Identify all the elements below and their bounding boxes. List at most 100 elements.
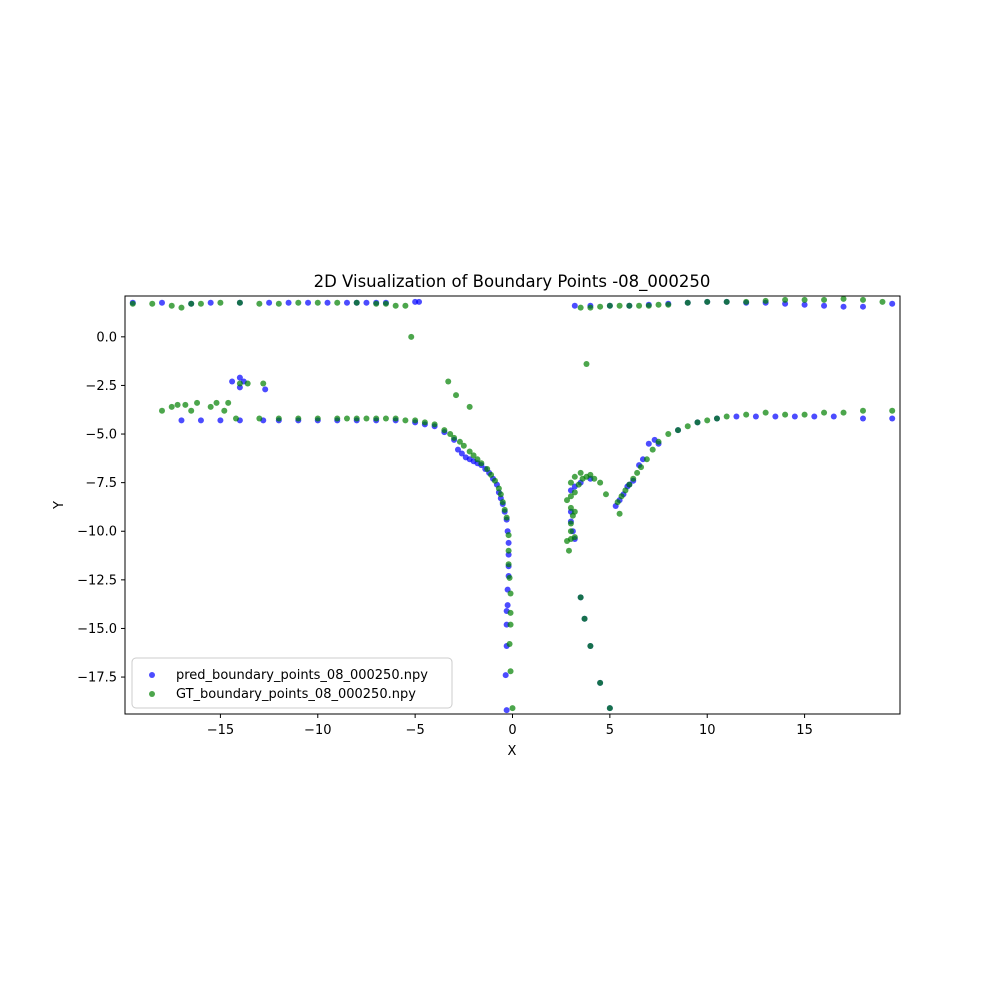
- gt-point-36: [314, 415, 321, 422]
- gt-point-20: [244, 380, 251, 387]
- y-tick-label: −5.0: [85, 428, 117, 443]
- gt-point-1: [149, 300, 156, 307]
- gt-point-7: [236, 299, 243, 306]
- pred-point-78: [801, 301, 808, 308]
- gt-point-99: [583, 361, 590, 368]
- pred-point-7: [305, 299, 312, 306]
- gt-point-130: [649, 446, 656, 453]
- gt-point-101: [571, 489, 578, 496]
- gt-point-37: [334, 415, 341, 422]
- gt-point-84: [636, 302, 643, 309]
- gt-point-13: [353, 299, 360, 306]
- gt-point-127: [634, 469, 641, 476]
- gt-point-148: [577, 594, 584, 601]
- gt-point-69: [507, 590, 514, 597]
- x-tick-label: 5: [606, 723, 614, 738]
- pred-point-81: [860, 303, 866, 310]
- gt-point-128: [638, 464, 645, 471]
- gt-point-33: [256, 415, 263, 422]
- pred-point-82: [889, 300, 896, 307]
- pred-point-11: [363, 299, 370, 306]
- gt-point-96: [840, 296, 847, 302]
- gt-point-150: [587, 642, 594, 649]
- pred-point-22: [197, 417, 204, 424]
- x-tick-label: −5: [406, 723, 425, 738]
- gt-point-144: [821, 409, 828, 416]
- legend: pred_boundary_points_08_000250.npy GT_bo…: [131, 657, 453, 709]
- pred-point-80: [840, 303, 847, 310]
- gt-point-151: [597, 679, 604, 686]
- gt-point-42: [382, 415, 389, 422]
- pred-point-79: [821, 302, 828, 309]
- gt-point-70: [507, 609, 514, 616]
- gt-point-35: [295, 415, 302, 422]
- gt-point-114: [571, 508, 578, 515]
- gt-point-67: [505, 561, 512, 568]
- pred-point-65: [503, 707, 510, 714]
- gt-point-47: [431, 421, 438, 428]
- gt-point-129: [643, 456, 650, 463]
- gt-point-138: [713, 415, 720, 422]
- pred-point-64: [502, 672, 509, 679]
- pred-point-23: [217, 417, 224, 424]
- gt-point-118: [571, 534, 578, 541]
- gt-point-56: [478, 460, 485, 467]
- gt-point-94: [801, 296, 808, 303]
- x-axis-ticks: −15 −10 −5 0 5 10 15: [207, 714, 813, 738]
- pred-point-107: [772, 413, 779, 420]
- y-tick-label: −10.0: [77, 525, 117, 540]
- y-tick-label: −17.5: [77, 671, 117, 686]
- gt-point-107: [567, 479, 574, 486]
- gt-point-81: [606, 302, 613, 309]
- gt-point-75: [445, 378, 452, 385]
- gt-point-31: [225, 399, 232, 406]
- gt-point-16: [392, 302, 399, 309]
- gt-point-17: [402, 302, 409, 309]
- gt-point-152: [606, 705, 613, 712]
- gt-point-134: [675, 427, 682, 434]
- pred-point-21: [178, 417, 185, 424]
- pred-point-17: [236, 374, 243, 381]
- gt-point-9: [275, 300, 282, 307]
- gt-point-133: [665, 431, 672, 438]
- gt-point-68: [506, 574, 513, 581]
- y-tick-label: −7.5: [85, 476, 117, 491]
- gt-point-26: [188, 407, 195, 414]
- gt-point-88: [684, 299, 691, 306]
- gt-point-140: [743, 411, 750, 418]
- gt-point-93: [782, 296, 789, 303]
- gt-point-10: [295, 299, 302, 306]
- gt-point-145: [840, 409, 847, 416]
- gt-point-100: [567, 493, 574, 500]
- gt-point-66: [505, 547, 512, 554]
- y-axis-ticks: 0.0 −2.5 −5.0 −7.5 −10.0 −12.5 −15.0 −17.5: [77, 330, 125, 686]
- gt-point-8: [256, 300, 263, 307]
- gt-point-106: [591, 475, 598, 482]
- pred-point-39: [458, 450, 465, 457]
- gt-point-43: [392, 415, 399, 422]
- gt-point-78: [577, 304, 584, 311]
- gt-point-0: [129, 300, 136, 307]
- gt-point-89: [704, 298, 711, 305]
- gt-point-125: [626, 481, 633, 488]
- gt-point-98: [879, 298, 886, 305]
- chart-title: 2D Visualization of Boundary Points -08_…: [314, 272, 711, 292]
- pred-point-38: [454, 446, 461, 453]
- gt-point-141: [762, 409, 769, 416]
- gt-point-21: [260, 380, 267, 387]
- gt-point-71: [507, 621, 514, 628]
- gt-point-45: [412, 417, 419, 424]
- pred-point-106: [752, 413, 759, 420]
- gt-point-102: [575, 481, 582, 488]
- gt-point-136: [694, 419, 701, 426]
- pred-point-105: [733, 413, 740, 420]
- gt-point-59: [491, 477, 498, 484]
- gt-point-57: [484, 466, 491, 473]
- gt-point-28: [207, 403, 214, 410]
- pred-point-112: [889, 415, 896, 422]
- gt-point-55: [474, 456, 481, 463]
- gt-point-73: [507, 668, 514, 675]
- gt-point-146: [860, 407, 866, 414]
- gt-point-6: [217, 299, 224, 306]
